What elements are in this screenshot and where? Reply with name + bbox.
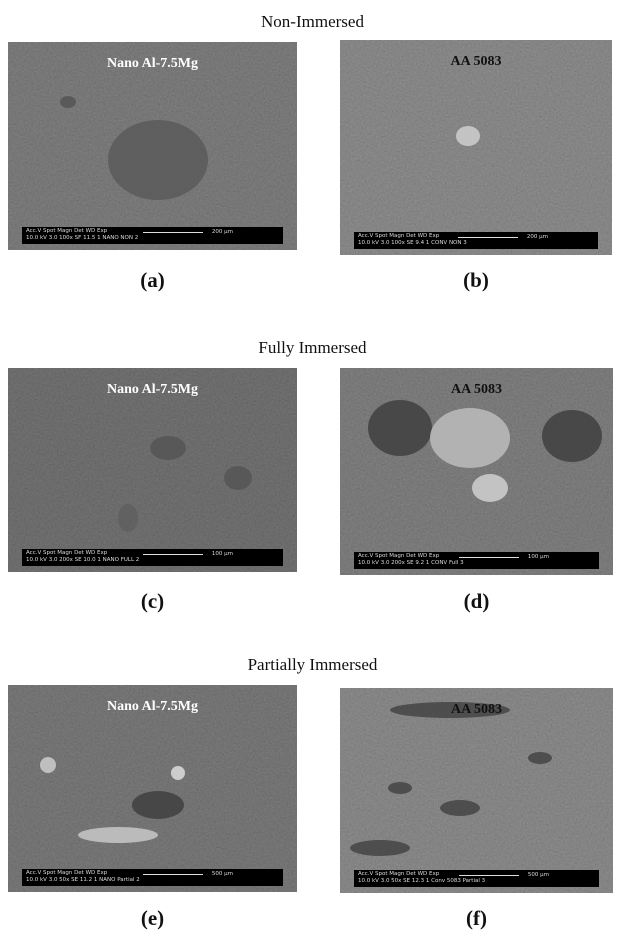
surface-feature (350, 840, 410, 856)
surface-feature (40, 757, 56, 773)
surface-feature (60, 96, 76, 108)
panel-label: (b) (340, 268, 612, 293)
surface-feature (171, 766, 185, 780)
info-values: 10.0 kV 3.0 50x SE 12.3 1 Conv 5083 Part… (358, 878, 595, 885)
scale-bar (143, 874, 203, 875)
sem-image (340, 40, 612, 255)
scale-bar (143, 232, 203, 233)
inset-label: AA 5083 (340, 54, 612, 70)
sem-image (8, 368, 297, 572)
surface-feature (456, 126, 480, 146)
scale-label: 100 µm (212, 551, 233, 558)
section-title: Fully Immersed (0, 338, 625, 358)
surface-feature (78, 827, 158, 843)
sem-image (340, 368, 613, 575)
inset-label: Nano Al-7.5Mg (8, 699, 297, 715)
surface-feature (108, 120, 208, 200)
info-values: 10.0 kV 3.0 100x SF 11.5 1 NANO NON 2 (26, 235, 279, 242)
scale-label: 200 µm (527, 234, 548, 241)
sem-image (8, 685, 297, 892)
surface-feature (388, 782, 412, 794)
panel-label: (c) (8, 589, 297, 614)
scale-label: 500 µm (528, 872, 549, 879)
image-background (8, 685, 297, 892)
info-values: 10.0 kV 3.0 200x SE 9.2 1 CONV Full 3 (358, 560, 595, 567)
surface-feature (224, 466, 252, 490)
surface-feature (368, 400, 432, 456)
scale-bar (459, 557, 519, 558)
surface-feature (118, 504, 138, 532)
surface-feature (542, 410, 602, 462)
scale-label: 100 µm (528, 554, 549, 561)
info-values: 10.0 kV 3.0 50x SE 11.2 1 NANO Partial 2 (26, 877, 279, 884)
panel-label: (d) (340, 589, 613, 614)
sem-image (8, 42, 297, 250)
image-background (8, 368, 297, 572)
section-title: Non-Immersed (0, 12, 625, 32)
panel-label: (e) (8, 906, 297, 931)
surface-feature (132, 791, 184, 819)
panel-label: (f) (340, 906, 613, 931)
surface-feature (440, 800, 480, 816)
surface-feature (430, 408, 510, 468)
inset-label: AA 5083 (340, 382, 613, 398)
info-values: 10.0 kV 3.0 200x SE 10.0 1 NANO FULL 2 (26, 557, 279, 564)
scale-bar (459, 875, 519, 876)
inset-label: AA 5083 (340, 702, 613, 718)
image-background (340, 688, 613, 893)
surface-feature (528, 752, 552, 764)
panel-label: (a) (8, 268, 297, 293)
image-background (340, 40, 612, 255)
inset-label: Nano Al-7.5Mg (8, 56, 297, 72)
scale-bar (143, 554, 203, 555)
scale-label: 200 µm (212, 229, 233, 236)
sem-image (340, 688, 613, 893)
image-background (340, 368, 613, 575)
info-values: 10.0 kV 3.0 100x SE 9.4 1 CONV NON 3 (358, 240, 594, 247)
scale-bar (458, 237, 518, 238)
inset-label: Nano Al-7.5Mg (8, 382, 297, 398)
section-title: Partially Immersed (0, 655, 625, 675)
figure: {"sections": [ {"title": "Non-Immersed",… (0, 0, 625, 936)
surface-feature (150, 436, 186, 460)
surface-feature (472, 474, 508, 502)
scale-label: 500 µm (212, 871, 233, 878)
